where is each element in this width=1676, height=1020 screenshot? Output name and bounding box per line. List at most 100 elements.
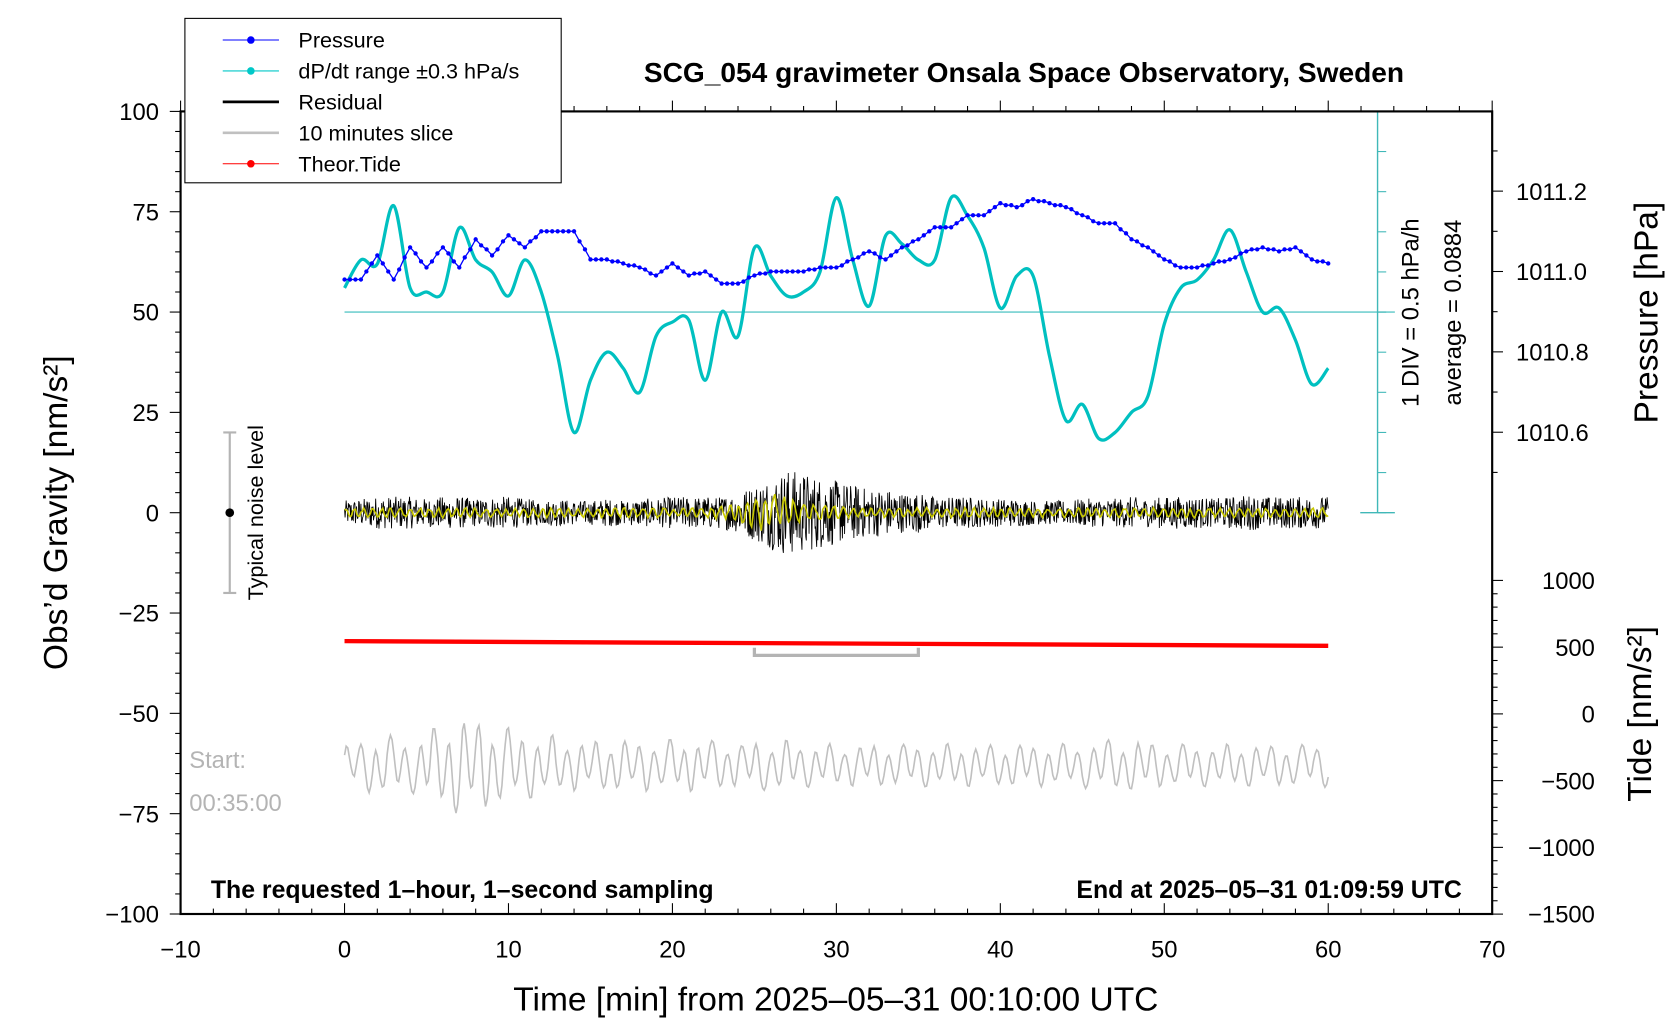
pressure-point	[686, 273, 691, 278]
pressure-point	[681, 269, 686, 274]
pressure-point	[593, 257, 599, 262]
noise-level-dot	[225, 508, 235, 518]
legend: Pressure dP/dt range ±0.3 hPa/s Residual 10…	[184, 17, 562, 184]
pressure-point	[1014, 205, 1019, 210]
pressure-point	[495, 247, 500, 252]
y-tick-label: 0	[146, 500, 159, 527]
pressure-point	[1249, 247, 1254, 252]
pressure-tick-label: 1010.6	[1516, 420, 1589, 447]
tide-tick-label: 0	[1582, 702, 1595, 729]
y-tick-label: −50	[119, 701, 159, 728]
pressure-point	[1107, 221, 1112, 226]
pressure-point	[391, 277, 396, 282]
x-tick-label: 30	[823, 936, 849, 963]
pressure-point	[1074, 211, 1080, 216]
pressure-point	[560, 229, 566, 234]
legend-entry: 10 minutes slice	[222, 120, 453, 145]
pressure-point	[610, 259, 615, 264]
pressure-point	[779, 269, 784, 274]
pressure-point	[533, 235, 538, 240]
pressure-point	[670, 261, 675, 266]
pressure-point	[741, 279, 746, 284]
pressure-point	[571, 229, 577, 234]
pressure-point	[626, 263, 631, 268]
x-axis-label: Time [min] from 2025–05–31 00:10:00 UTC	[513, 981, 1158, 1018]
pressure-point	[697, 271, 702, 276]
pressure-point	[632, 263, 637, 268]
pressure-point	[1260, 245, 1265, 250]
pressure-point	[724, 281, 730, 286]
pressure-point	[795, 269, 801, 274]
y-tick-label: 75	[133, 199, 159, 226]
pressure-point	[713, 277, 719, 282]
pressure-point	[478, 243, 484, 248]
legend-label: Residual	[298, 89, 382, 114]
pressure-point	[1304, 253, 1309, 258]
pressure-point	[342, 277, 347, 282]
pressure-point	[992, 205, 998, 210]
pressure-point	[888, 253, 894, 258]
pressure-point	[555, 229, 560, 234]
pressure-point	[927, 229, 932, 234]
sampling-note: The requested 1–hour, 1–second sampling	[211, 876, 714, 904]
pressure-point	[1200, 263, 1205, 268]
pressure-point	[1091, 219, 1096, 224]
pressure-point	[708, 273, 713, 278]
pressure-point	[976, 213, 981, 218]
pressure-point	[703, 269, 708, 274]
pressure-point	[380, 261, 385, 266]
pressure-point	[402, 255, 407, 260]
pressure-point	[768, 269, 773, 274]
pressure-point	[817, 265, 823, 270]
pressure-point	[1118, 227, 1123, 232]
pressure-point	[528, 239, 533, 244]
pressure-point	[424, 265, 429, 270]
pressure-point	[1271, 247, 1276, 252]
pressure-point	[1162, 257, 1167, 262]
pressure-point	[899, 245, 905, 250]
legend-entry: Theor.Tide	[222, 151, 401, 176]
pressure-point	[473, 237, 478, 242]
pressure-point	[539, 229, 544, 234]
pressure-point	[418, 259, 424, 264]
pressure-point	[1003, 203, 1008, 208]
pressure-point	[1211, 261, 1216, 266]
pressure-point	[1069, 207, 1074, 212]
pressure-point	[790, 269, 795, 274]
pressure-point	[883, 257, 888, 262]
pressure-point	[429, 259, 435, 264]
pressure-point	[828, 265, 834, 270]
pressure-point	[506, 233, 511, 238]
pressure-point	[375, 253, 380, 258]
pressure-point	[850, 257, 855, 262]
pressure-point	[987, 209, 992, 214]
pressure-point	[1036, 199, 1041, 204]
pressure-point	[407, 245, 413, 250]
pressure-point	[1080, 213, 1085, 218]
pressure-point	[511, 237, 517, 242]
pressure-point	[446, 251, 451, 256]
pressure-tick-label: 1011.2	[1516, 179, 1587, 206]
pressure-point	[1063, 205, 1069, 210]
end-time-note: End at 2025–05–31 01:09:59 UTC	[1076, 876, 1462, 904]
legend-label: 10 minutes slice	[298, 120, 453, 145]
tide-tick-label: 500	[1555, 635, 1595, 662]
pressure-point	[451, 259, 456, 264]
pressure-point	[1298, 249, 1304, 254]
y-tick-label: −25	[119, 601, 159, 628]
pressure-point	[397, 267, 402, 272]
axes: −10 0 10 20 30 40 50 60 701007550250−25−50−75−10…	[105, 99, 1595, 963]
slice-line	[343, 722, 1330, 814]
pressure-point	[954, 221, 959, 226]
pressure-point	[867, 249, 872, 254]
pressure-point	[823, 265, 828, 270]
pressure-point	[1238, 251, 1243, 256]
pressure-point	[845, 259, 850, 264]
pressure-point	[1009, 203, 1014, 208]
y-axis-label-left: Obs’d Gravity [nm/s²]	[38, 355, 75, 670]
noise-level-label: Typical noise level	[243, 425, 268, 600]
pressure-point	[347, 277, 353, 282]
pressure-point	[801, 269, 806, 274]
pressure-point	[1293, 245, 1298, 250]
tide-tick-label: 1000	[1542, 568, 1595, 595]
